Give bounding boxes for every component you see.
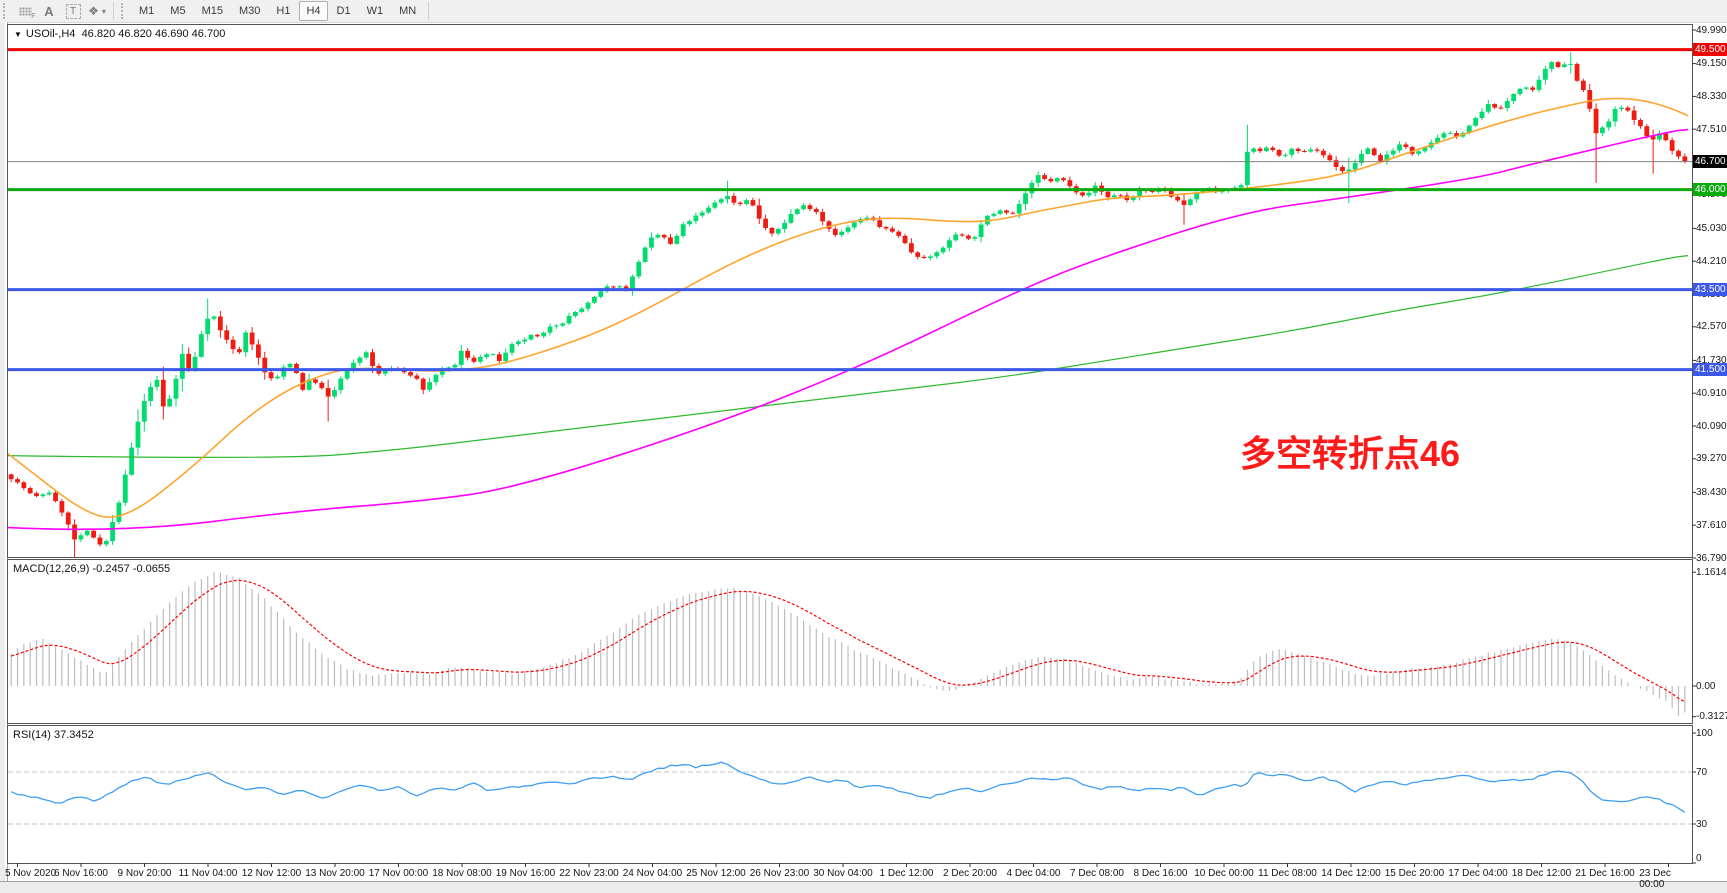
main-chart-panel[interactable] — [7, 24, 1693, 558]
price-axis-tick: 49.150 — [1696, 58, 1727, 70]
time-axis-label: 21 Dec 16:00 — [1575, 868, 1635, 879]
price-line-badge: 49.500 — [1693, 43, 1727, 57]
price-axis-tick: 48.330 — [1696, 90, 1727, 102]
timeframe-button-m5[interactable]: M5 — [170, 5, 186, 17]
time-axis-label: 12 Nov 12:00 — [241, 868, 302, 879]
text-label-icon[interactable]: A — [44, 3, 54, 19]
price-line-badge: 41.500 — [1693, 363, 1727, 377]
timeframe-button-mn[interactable]: MN — [399, 5, 417, 17]
price-axis-tick: 40.090 — [1696, 420, 1727, 432]
rsi-axis-tick: 30 — [1696, 818, 1708, 830]
toolbar-separator — [113, 2, 114, 20]
time-axis-label: 17 Dec 04:00 — [1448, 868, 1508, 879]
price-axis-tick: 37.610 — [1696, 519, 1727, 531]
macd-indicator-label: MACD(12,26,9) -0.2457 -0.0655 — [13, 563, 171, 575]
time-axis-label: 8 Dec 16:00 — [1133, 868, 1188, 879]
time-axis-label: 23 Dec 00:00 — [1639, 868, 1671, 890]
timeframe-button-w1[interactable]: W1 — [366, 5, 384, 17]
text-box-icon[interactable]: T — [64, 2, 82, 20]
timeframe-button-m15[interactable]: M15 — [201, 5, 223, 17]
macd-panel[interactable] — [7, 559, 1693, 724]
time-axis-label: 18 Nov 08:00 — [432, 868, 492, 879]
rsi-axis-tick: 100 — [1696, 727, 1713, 739]
time-axis-label: 5 Nov 2020 — [5, 868, 57, 879]
macd-axis-tick: -0.3127 — [1696, 711, 1727, 723]
time-axis-label: 22 Nov 23:00 — [559, 868, 619, 879]
time-axis-label: 30 Nov 04:00 — [813, 868, 873, 879]
timeframe-button-h4[interactable]: H4 — [299, 1, 328, 21]
time-axis-label: 24 Nov 04:00 — [622, 868, 683, 879]
chart-title[interactable]: ▼ USOil-,H4 46.820 46.820 46.690 46.700 — [14, 28, 225, 40]
time-axis-label: 11 Nov 04:00 — [178, 868, 238, 879]
toolbar-separator — [428, 2, 430, 20]
macd-axis-tick: 0.00 — [1696, 680, 1716, 692]
time-axis-label: 9 Nov 20:00 — [117, 868, 172, 879]
macd-values: -0.2457 -0.0655 — [92, 563, 171, 575]
time-axis-label: 17 Nov 00:00 — [368, 868, 429, 879]
price-axis-tick: 39.270 — [1696, 453, 1727, 465]
time-axis-label: 19 Nov 16:00 — [495, 868, 556, 879]
rsi-indicator-label: RSI(14) 37.3452 — [13, 729, 94, 741]
time-axis-label: 15 Dec 20:00 — [1384, 868, 1445, 879]
chevron-down-icon: ▾ — [101, 6, 106, 16]
dropdown-arrow-icon[interactable]: ▼ — [14, 30, 22, 39]
price-axis-tick: 47.510 — [1696, 123, 1727, 135]
timeframe-button-m30[interactable]: M30 — [238, 5, 261, 17]
grid-icon[interactable]: F — [16, 2, 36, 20]
price-axis-tick: 36.790 — [1696, 552, 1727, 564]
price-line-badge: 43.500 — [1693, 283, 1727, 297]
time-axis-label: 11 Dec 08:00 — [1258, 868, 1317, 879]
macd-axis-tick: 1.1614 — [1696, 566, 1727, 578]
price-axis-tick: 40.910 — [1696, 387, 1727, 399]
rsi-panel[interactable] — [7, 725, 1693, 864]
toolbar-drag-handle[interactable] — [3, 3, 10, 19]
time-axis-label: 2 Dec 20:00 — [943, 868, 997, 879]
time-axis-label: 10 Dec 00:00 — [1194, 868, 1254, 879]
time-axis-label: 6 Nov 16:00 — [54, 868, 108, 879]
time-axis-label: 7 Dec 08:00 — [1070, 868, 1124, 879]
current-price-badge: 46.700 — [1693, 155, 1727, 169]
price-axis-tick: 44.210 — [1696, 255, 1727, 267]
timeframe-button-m1[interactable]: M1 — [139, 5, 155, 17]
timeframe-button-d1[interactable]: D1 — [336, 5, 351, 17]
time-axis-label: 4 Dec 04:00 — [1006, 868, 1061, 879]
grid-icon-f-label: F — [31, 12, 36, 20]
timeframe-button-h1[interactable]: H1 — [276, 5, 291, 17]
time-axis-label: 1 Dec 12:00 — [879, 868, 934, 879]
time-axis-label: 18 Dec 12:00 — [1511, 868, 1572, 879]
price-line-badge: 46.000 — [1693, 183, 1727, 197]
timeframe-toolbar: M1 M5 M15 M30 H1 H4 D1 W1 MN — [131, 1, 424, 21]
rsi-value: 37.3452 — [53, 729, 94, 741]
price-axis-tick: 38.430 — [1696, 486, 1727, 498]
symbol-timeframe: USOil-,H4 — [25, 28, 76, 40]
time-axis-label: 25 Nov 12:00 — [686, 868, 746, 879]
price-axis-tick: 42.570 — [1696, 321, 1727, 333]
rsi-axis-tick: 0 — [1696, 852, 1702, 864]
time-axis-label: 26 Nov 23:00 — [749, 868, 810, 879]
styles-icon[interactable]: ❖ ▾ — [88, 4, 106, 18]
timeframes-drag-handle[interactable] — [121, 3, 128, 19]
price-axis-tick: 41.730 — [1696, 354, 1727, 366]
toolbar: F A T ❖ ▾ M1 M5 M15 M30 H1 H4 D1 W1 MN — [0, 0, 1727, 23]
price-axis-tick: 45.030 — [1696, 222, 1727, 234]
ohlc-readout: 46.820 46.820 46.690 46.700 — [81, 28, 226, 40]
price-axis-tick: 49.990 — [1696, 24, 1727, 36]
time-axis-label: 13 Nov 20:00 — [305, 868, 365, 879]
chart-annotation-text[interactable]: 多空转折点46 — [1240, 433, 1461, 474]
time-axis-label: 14 Dec 12:00 — [1321, 868, 1381, 879]
rsi-axis-tick: 70 — [1696, 766, 1708, 778]
window-bottom-edge — [0, 881, 1727, 893]
